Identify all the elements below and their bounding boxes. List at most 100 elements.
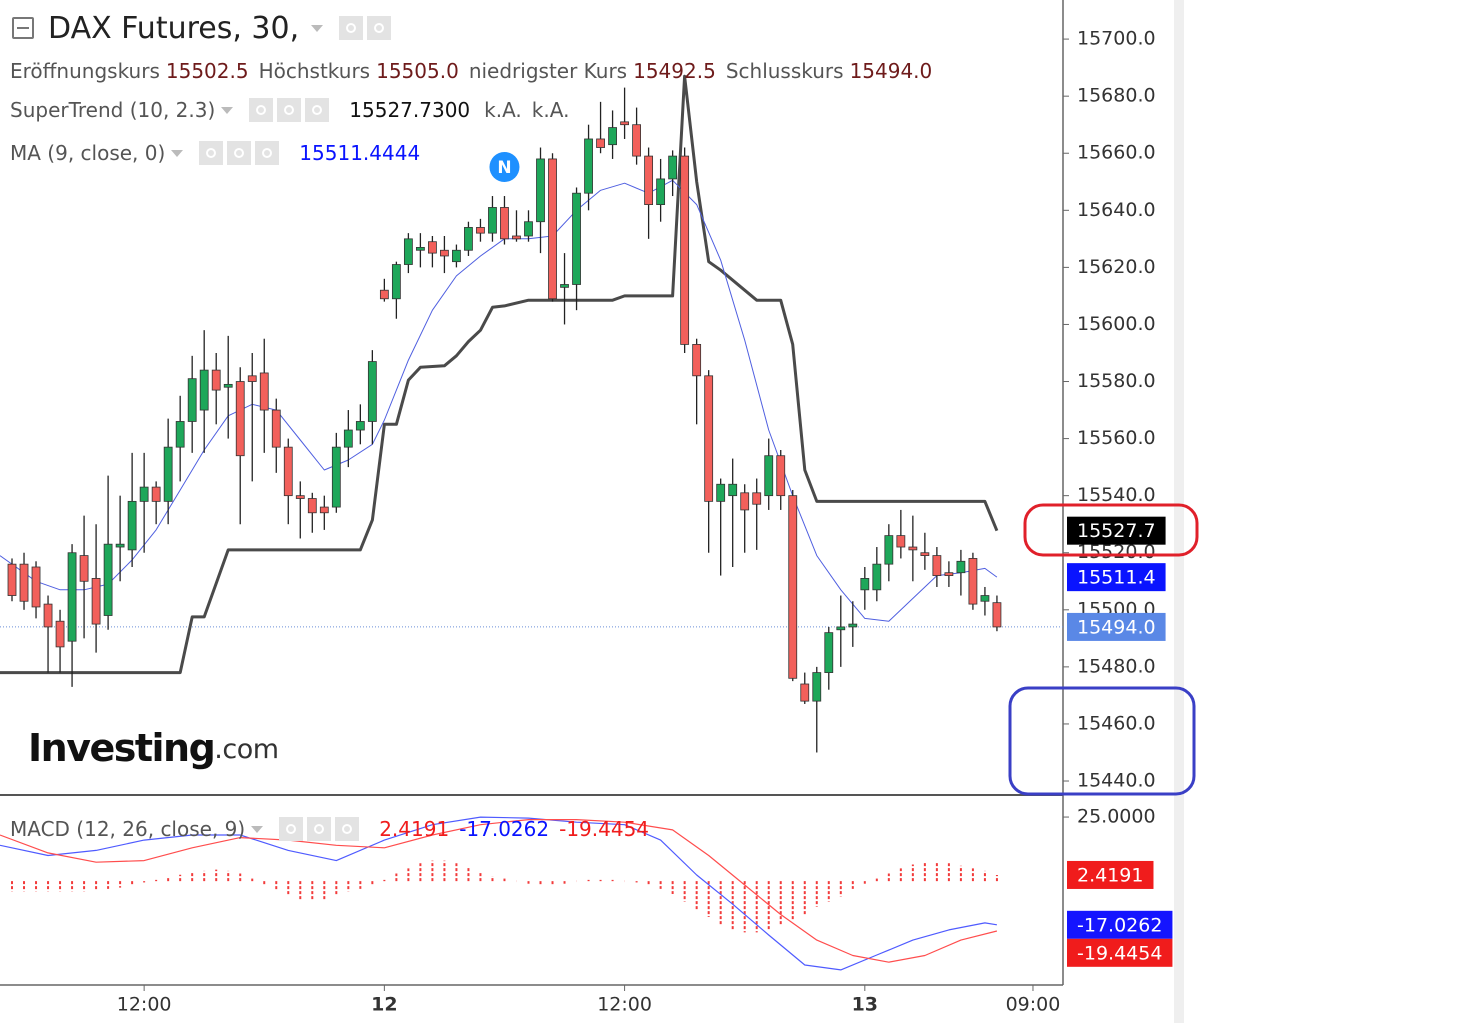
candle-body <box>788 495 798 679</box>
indicator-value: -17.0262 <box>459 817 550 841</box>
indicator-line <box>0 819 998 963</box>
candle-body <box>488 207 497 234</box>
candle-body <box>331 446 341 508</box>
candle-body <box>764 455 774 497</box>
candle-body <box>355 421 365 431</box>
candle-body <box>872 563 882 591</box>
price-badge <box>1067 938 1173 967</box>
annotation-blue <box>1008 686 1196 796</box>
candle-body <box>452 249 461 263</box>
watermark-domain: .com <box>214 734 278 765</box>
candle-body <box>283 446 293 497</box>
candle-body <box>704 375 714 502</box>
icon-close[interactable] <box>305 98 330 122</box>
indicator-value: 2.4191 <box>379 817 450 841</box>
candle-body <box>848 623 858 628</box>
watermark-brand: Investing <box>28 726 214 770</box>
candle-body <box>199 369 209 411</box>
candle-body <box>67 552 77 642</box>
price-badge <box>1067 563 1166 592</box>
candle-body <box>692 344 702 377</box>
candle-body <box>812 672 822 702</box>
x-tick-label: 12 <box>371 994 397 1016</box>
y-tick-label: 15600.0 <box>1077 313 1156 335</box>
candle-body <box>884 535 894 565</box>
price-badge-label: -19.4454 <box>1077 942 1162 964</box>
candle-body <box>992 602 1002 628</box>
candle-body <box>944 572 954 576</box>
price-badge <box>1067 516 1166 545</box>
candle-body <box>307 498 317 514</box>
annotation-red <box>1023 503 1199 557</box>
dropdown[interactable] <box>171 149 184 157</box>
candle-body <box>403 238 413 265</box>
icon-eye[interactable] <box>339 16 364 40</box>
candle-body <box>632 124 641 157</box>
event-marker-label: N <box>497 158 511 178</box>
y-tick-label: 25.0000 <box>1077 806 1156 828</box>
candle-body <box>836 626 846 631</box>
icon-gear[interactable] <box>367 16 392 40</box>
candle-body <box>584 138 593 194</box>
candle-body <box>512 235 521 240</box>
price-badge-label: -17.0262 <box>1077 914 1162 936</box>
y-tick-label: 15520.0 <box>1077 541 1156 563</box>
price-badge <box>1067 612 1166 641</box>
candle-body <box>379 289 389 300</box>
candle-body <box>391 264 401 300</box>
y-tick-label: 15620.0 <box>1077 256 1156 278</box>
candle-body <box>175 421 185 448</box>
candle-body <box>980 595 990 602</box>
candle-body <box>620 121 629 126</box>
price-badge-label: 15511.4 <box>1077 567 1156 589</box>
plot: 15440.015460.015480.015500.015520.015540… <box>0 28 1173 1016</box>
legend-label: niedrigster Kurs <box>468 59 628 83</box>
candle-body <box>476 227 485 234</box>
icon-eye[interactable] <box>249 98 274 122</box>
y-tick-label: 15560.0 <box>1077 427 1156 449</box>
x-tick-label: 09:00 <box>1006 994 1061 1016</box>
candle-body <box>235 381 245 457</box>
icon-gear[interactable] <box>277 98 302 122</box>
candle-body <box>896 535 906 548</box>
candle-body <box>31 566 41 608</box>
price-badge-label: 15494.0 <box>1077 616 1156 638</box>
icon-gear[interactable] <box>307 817 332 841</box>
dropdown[interactable] <box>311 24 324 32</box>
candle-body <box>127 500 137 551</box>
y-tick-label: 15640.0 <box>1077 199 1156 221</box>
icon-eye[interactable] <box>199 141 224 165</box>
scrollbar <box>1174 0 1184 1023</box>
candle-body <box>716 483 726 502</box>
candle-body <box>740 492 750 511</box>
dropdown[interactable] <box>251 825 264 833</box>
candle-body <box>500 207 509 240</box>
icon-gear[interactable] <box>227 141 252 165</box>
title: DAX Futures, 30, <box>48 10 300 46</box>
candle-body <box>536 158 545 223</box>
candle-body <box>139 486 149 502</box>
legend-label: Höchstkurs <box>258 59 371 83</box>
candle-body <box>247 375 257 382</box>
candle-body <box>908 546 918 551</box>
icon-eye[interactable] <box>279 817 304 841</box>
legend-value: 15492.5 <box>633 59 716 83</box>
legend-value: 15502.5 <box>165 59 249 83</box>
y-tick-label: 15460.0 <box>1077 712 1156 734</box>
y-tick-label: 15440.0 <box>1077 770 1156 792</box>
candle-body <box>151 486 161 502</box>
candle-body <box>656 178 666 205</box>
icon-close[interactable] <box>335 817 360 841</box>
collapse-box[interactable] <box>12 17 34 39</box>
dropdown[interactable] <box>221 106 234 114</box>
icon-close[interactable] <box>255 141 280 165</box>
candle-body <box>680 155 690 345</box>
candle-body <box>932 555 942 576</box>
x-tick-label: 13 <box>852 994 878 1016</box>
x-tick-label: 12:00 <box>117 994 172 1016</box>
candle-body <box>668 155 678 180</box>
price-badge-label: 15527.7 <box>1077 520 1156 542</box>
indicator-line <box>0 74 999 675</box>
event-marker <box>489 152 520 182</box>
